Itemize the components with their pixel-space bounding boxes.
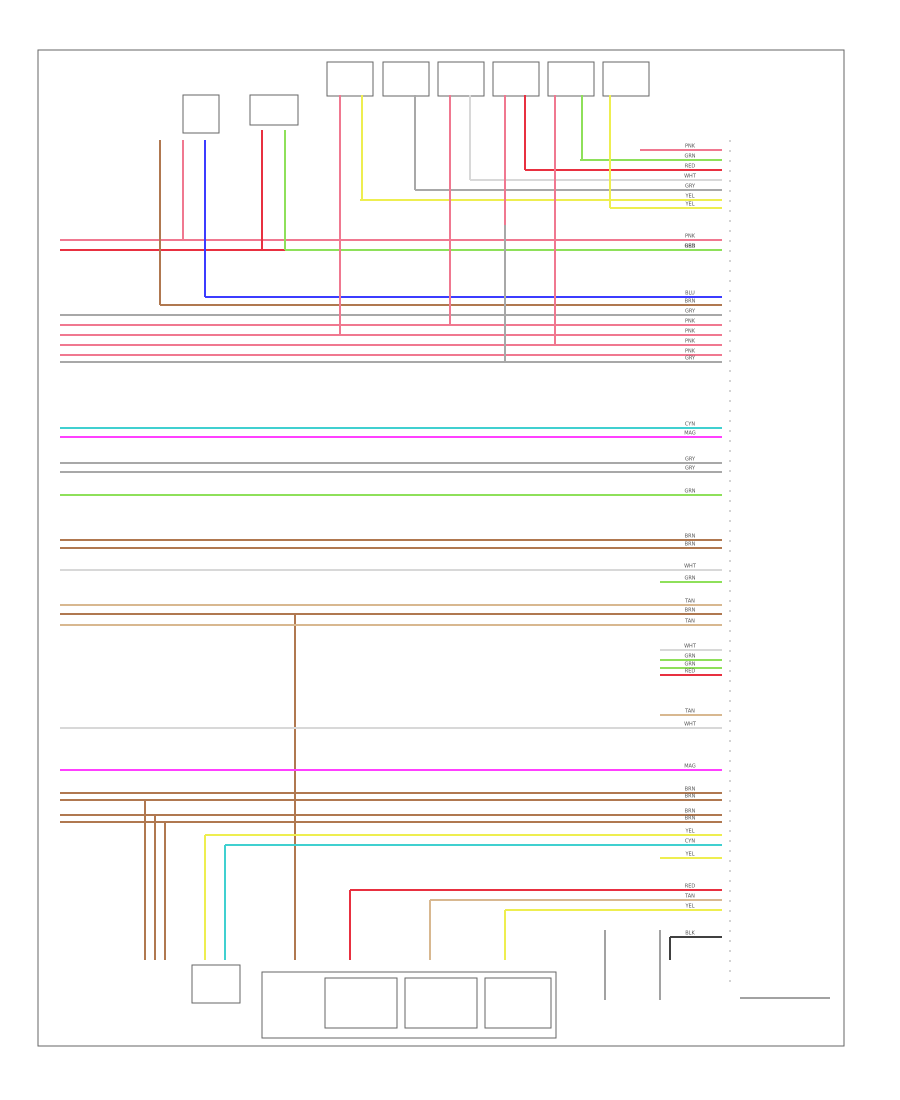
wire-color-label: GRN: [684, 576, 695, 582]
wire-color-label: GRN: [684, 154, 695, 160]
wire-color-label: GRY: [685, 466, 696, 472]
solenoid-block: [404, 977, 478, 1029]
wire-color-label: PNK: [685, 144, 696, 150]
wire-color-label: BRN: [685, 787, 696, 793]
wire-color-label: YEL: [685, 202, 695, 208]
wire-color-label: CYN: [685, 422, 695, 428]
transmission-assembly: [261, 971, 557, 1039]
wire-color-label: BLU: [685, 291, 695, 297]
wire-color-label: PNK: [685, 329, 696, 335]
wire-color-label: BRN: [685, 608, 696, 614]
wire-color-label: BLK: [685, 931, 695, 937]
wire-color-label: GRY: [685, 309, 696, 315]
wire-color-label: TAN: [684, 599, 695, 605]
wire-color-label: TAN: [684, 709, 695, 715]
wire-color-label: WHT: [684, 174, 697, 180]
wire-color-label: BRN: [685, 809, 696, 815]
connector: [492, 61, 540, 97]
solenoid-block: [324, 977, 398, 1029]
wire-color-label: PNK: [685, 319, 696, 325]
wire-color-label: WHT: [684, 564, 697, 570]
wire-color-label: BRN: [685, 794, 696, 800]
wire-color-label: GRY: [685, 457, 696, 463]
wire-color-label: RED: [685, 669, 696, 675]
wire-color-label: YEL: [685, 852, 695, 858]
component: [191, 964, 241, 1004]
component: [182, 94, 220, 134]
wire-color-label: PNK: [685, 349, 696, 355]
wire-color-label: WHT: [684, 722, 697, 728]
wire-color-label: GRY: [685, 184, 696, 190]
wire-color-label: GRN: [684, 654, 695, 660]
connector: [547, 61, 595, 97]
wire-color-label: GRN: [684, 489, 695, 495]
wire-color-label: YEL: [685, 904, 695, 910]
wire-color-label: GRN: [684, 244, 695, 250]
solenoid-block: [484, 977, 552, 1029]
wire-color-label: TAN: [684, 894, 695, 900]
connector: [437, 61, 485, 97]
wire-color-label: BRN: [685, 542, 696, 548]
wire-color-label: YEL: [685, 194, 695, 200]
wire-color-label: BRN: [685, 816, 696, 822]
wire-color-label: GRN: [684, 662, 695, 668]
wire-color-label: CYN: [685, 839, 695, 845]
wire-color-label: GRY: [685, 356, 696, 362]
connector: [326, 61, 374, 97]
wire-color-label: PNK: [685, 339, 696, 345]
wire-color-label: RED: [685, 884, 696, 890]
diagram-frame: [37, 49, 845, 1047]
component: [249, 94, 299, 126]
wire-color-label: BRN: [685, 299, 696, 305]
wires: PNKGRNREDWHTGRYYELYELPNKREDGRNBLUBRNGRYP…: [60, 95, 722, 960]
wire-color-label: RED: [685, 244, 696, 250]
wire-color-label: BRN: [685, 534, 696, 540]
wire-color-label: TAN: [684, 619, 695, 625]
wire-color-label: MAG: [684, 431, 696, 437]
wire-color-label: YEL: [685, 829, 695, 835]
wire-color-label: MAG: [684, 764, 696, 770]
wire-color-label: PNK: [685, 234, 696, 240]
wire-color-label: WHT: [684, 644, 697, 650]
connector: [602, 61, 650, 97]
wire-color-label: RED: [685, 164, 696, 170]
connector: [382, 61, 430, 97]
